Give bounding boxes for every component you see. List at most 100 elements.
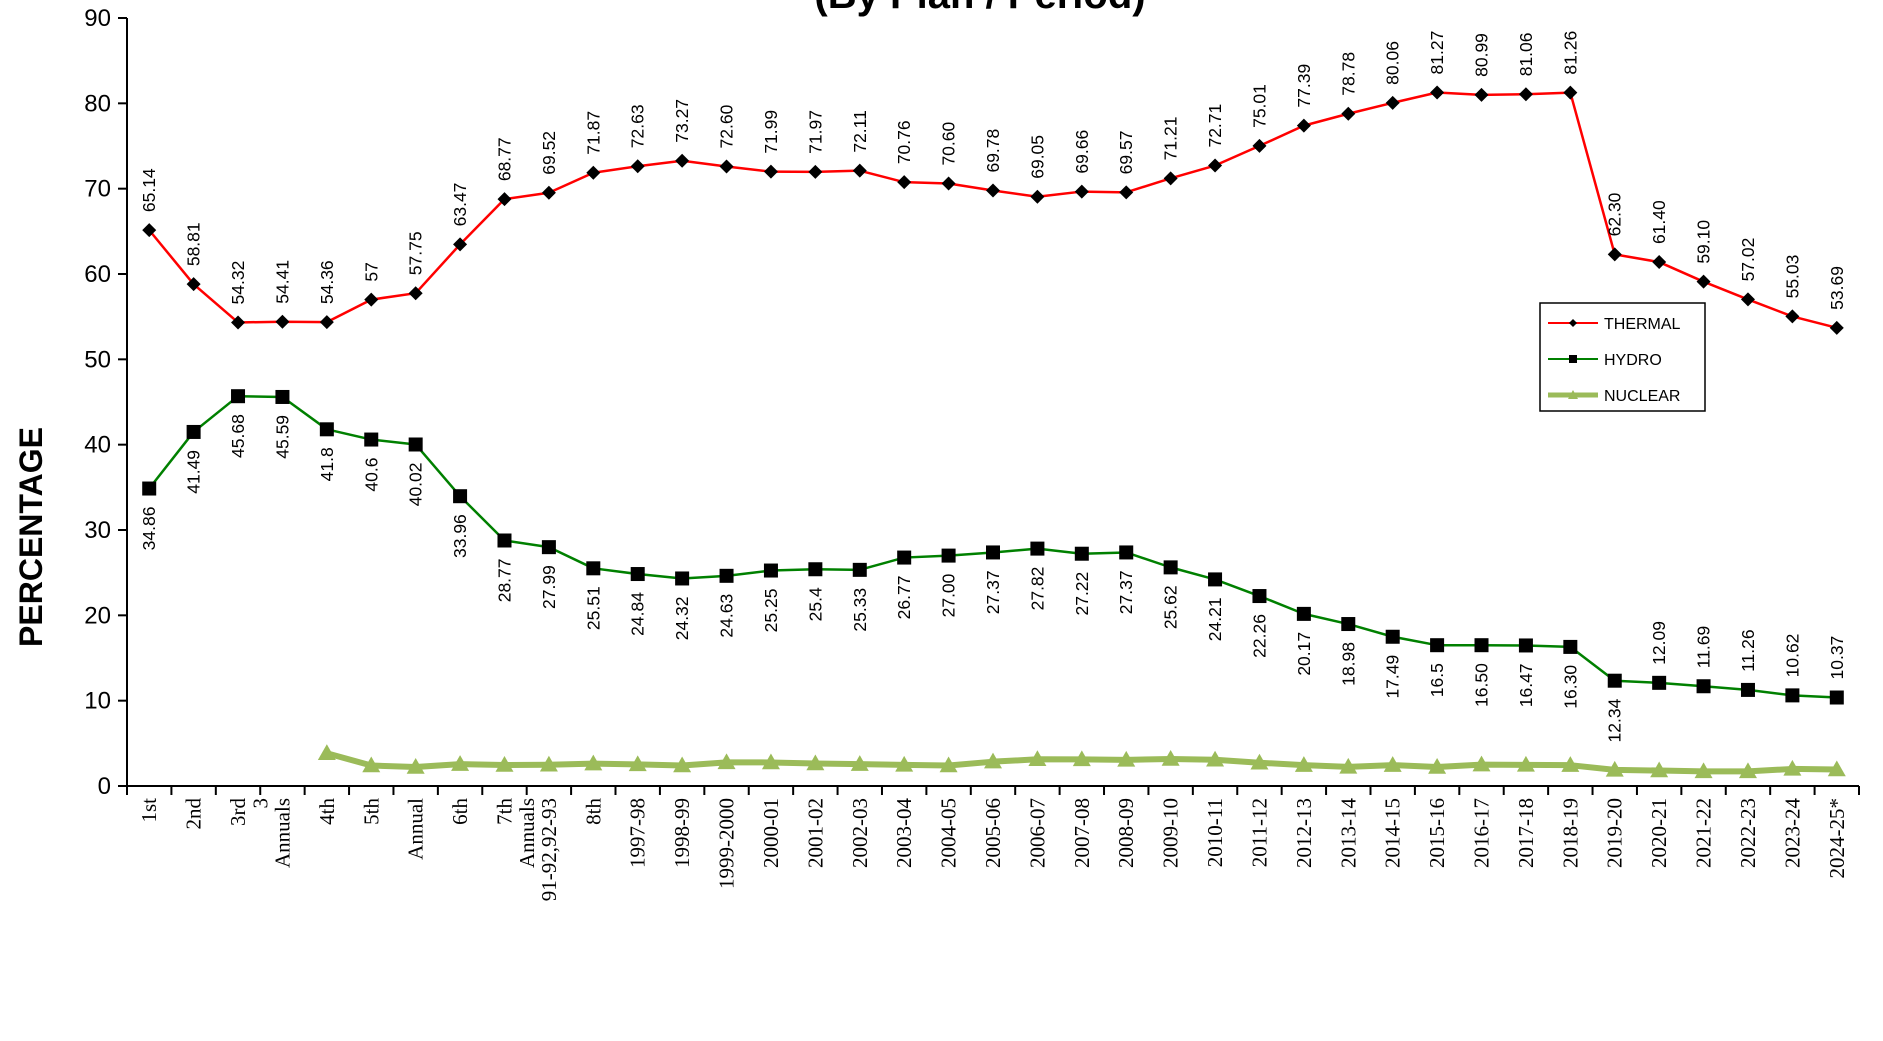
thermal-point [142,223,157,238]
nuclear-point [1072,750,1091,767]
y-tick-label: 60 [84,261,111,288]
legend-item-hydro: HYDRO [1548,352,1662,369]
x-tick-label: 2019-20 [1603,798,1627,868]
legend-marker [1569,355,1577,363]
x-tick-label-text: 1999-2000 [715,798,739,889]
hydro-data-label: 11.26 [1738,629,1758,672]
x-tick-label: 6th [448,798,472,825]
x-tick-label: 2015-16 [1425,798,1449,868]
thermal-data-label: 63.47 [450,183,470,227]
hydro-data-label: 25.33 [850,588,870,632]
thermal-point [630,159,645,174]
data-labels: 65.14 58.81 54.32 54.41 54.36 57 57.75 63.47 68.… [139,31,1847,743]
x-tick-label-text: 2014-15 [1381,798,1405,868]
x-tick-label-text: 2024-25* [1825,798,1849,879]
nuclear-point [850,755,869,771]
chart-axes [126,18,1859,787]
x-tick-label-text: 2009-10 [1159,798,1183,868]
x-tick-label: 2014-15 [1381,798,1405,868]
thermal-point [1385,95,1400,110]
x-tick-label-text: 3 [248,798,272,809]
hydro-point [1430,638,1445,653]
thermal-data-label: 71.87 [583,111,603,155]
thermal-point [1696,274,1711,289]
thermal-data-label: 54.32 [228,261,248,305]
hydro-point [1652,675,1667,690]
thermal-point [1563,85,1578,100]
x-tick-label: Annual [404,798,428,860]
x-tick-label-text: 2011-12 [1247,798,1271,867]
x-tick-label-text: 2013-14 [1336,798,1360,868]
x-tick-label: 2013-14 [1336,798,1360,868]
thermal-point [1652,255,1667,270]
x-tick-label: 3rd [226,798,250,826]
hydro-data-label: 22.26 [1249,614,1269,658]
x-tick-label: 2008-09 [1114,798,1138,868]
x-tick-label: 2023-24 [1780,798,1804,868]
hydro-point [1119,545,1134,560]
hydro-data-label: 24.32 [672,596,692,640]
thermal-data-label: 71.99 [761,110,781,154]
hydro-point [675,571,690,586]
hydro-point [808,562,823,577]
legend-item-thermal: THERMAL [1548,316,1681,333]
x-tick-label-text: 7th [492,798,516,825]
x-tick-label: 2012-13 [1292,798,1316,868]
hydro-data-label: 16.50 [1472,663,1492,707]
nuclear-point [1294,756,1313,772]
thermal-data-label: 80.99 [1472,33,1492,77]
thermal-point [1119,185,1134,200]
hydro-point [1829,690,1844,705]
x-tick-label: 2000-01 [759,798,783,868]
hydro-point [1563,639,1578,654]
x-tick-label-text: 2021-22 [1692,798,1716,868]
x-tick-label-text: 2023-24 [1780,798,1804,868]
hydro-data-label: 12.34 [1605,698,1625,742]
legend: THERMAL HYDRO NUCLEAR [1539,302,1706,412]
nuclear-point [1827,760,1846,777]
thermal-data-label: 61.40 [1649,200,1669,244]
x-tick-label-text: 2020-21 [1647,798,1671,868]
legend-marker [1569,319,1577,327]
nuclear-point [451,755,470,771]
hydro-data-label: 33.96 [450,514,470,558]
hydro-data-label: 41.49 [184,450,204,494]
nuclear-point [1117,750,1136,767]
hydro-point [852,562,867,577]
x-tick-label: 2006-07 [1025,798,1049,868]
thermal-data-label: 72.60 [717,104,737,148]
x-tick-label-text: 2022-23 [1736,798,1760,868]
legend-label: HYDRO [1604,352,1662,369]
x-tick-label-text: 2012-13 [1292,798,1316,868]
hydro-data-label: 27.99 [539,565,559,609]
thermal-data-label: 72.11 [850,110,870,153]
x-tick-label-text: 3rd [226,798,250,826]
x-tick-label: 5th [359,798,383,825]
thermal-point [941,176,956,191]
thermal-data-label: 55.03 [1782,255,1802,299]
nuclear-point [1694,762,1713,779]
nuclear-point [1383,756,1402,772]
x-tick-label: 4th [315,798,339,825]
y-tick-label: 80 [84,90,111,117]
hydro-data-label: 27.22 [1072,572,1092,616]
thermal-line [148,91,1838,330]
x-tick-label: 8th [581,798,605,825]
x-tick-label: 7th [492,798,516,825]
hydro-data-label: 16.30 [1560,665,1580,709]
hydro-point [941,548,956,563]
thermal-data-label: 81.06 [1516,32,1536,76]
thermal-point [1518,87,1533,102]
hydro-data-label: 45.59 [272,415,292,459]
thermal-data-label: 77.39 [1294,64,1314,108]
x-tick-label-text: 2nd [182,798,206,830]
x-tick-label: 2005-06 [981,798,1005,868]
thermal-data-label: 75.01 [1249,84,1269,128]
thermal-point [1474,87,1489,102]
x-tick-label-text: 8th [581,798,605,825]
thermal-point [1208,158,1223,173]
x-tick-label: 2018-19 [1558,798,1582,868]
hydro-data-label: 25.51 [583,586,603,630]
